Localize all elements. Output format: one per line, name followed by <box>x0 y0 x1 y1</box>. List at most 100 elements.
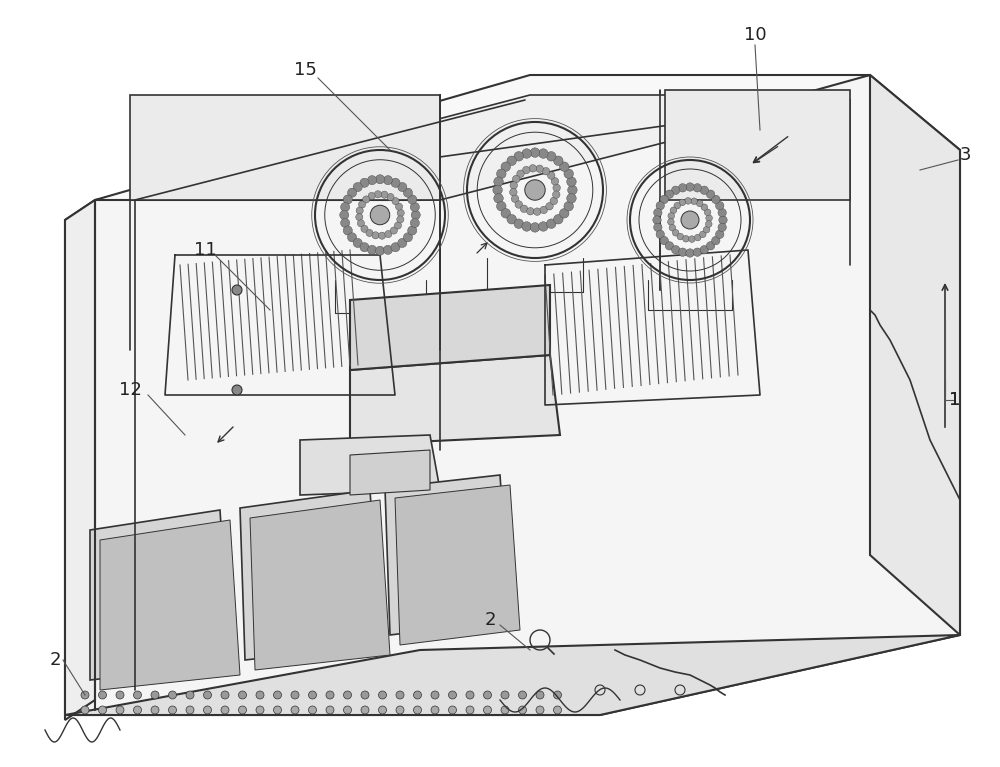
Circle shape <box>718 223 726 232</box>
Circle shape <box>517 170 524 177</box>
Circle shape <box>515 201 523 208</box>
Circle shape <box>542 167 550 175</box>
Circle shape <box>685 198 691 204</box>
Circle shape <box>686 249 694 257</box>
Circle shape <box>704 209 711 216</box>
Circle shape <box>396 691 404 699</box>
Circle shape <box>239 706 246 714</box>
Circle shape <box>383 245 393 255</box>
Circle shape <box>353 183 362 192</box>
Circle shape <box>341 202 350 212</box>
Circle shape <box>507 156 516 166</box>
Circle shape <box>356 207 363 214</box>
Circle shape <box>554 215 563 224</box>
Circle shape <box>522 149 531 158</box>
Polygon shape <box>350 355 560 445</box>
Circle shape <box>368 193 375 199</box>
Circle shape <box>372 232 379 239</box>
Text: 10: 10 <box>744 26 766 44</box>
Circle shape <box>116 691 124 699</box>
Circle shape <box>529 165 537 172</box>
Circle shape <box>375 246 385 255</box>
Circle shape <box>448 691 456 699</box>
Circle shape <box>396 706 404 714</box>
Polygon shape <box>350 285 550 370</box>
Circle shape <box>204 691 212 699</box>
Circle shape <box>501 706 509 714</box>
Circle shape <box>696 200 703 207</box>
Circle shape <box>679 199 686 206</box>
Text: 2: 2 <box>484 611 496 629</box>
Circle shape <box>672 229 679 236</box>
Circle shape <box>551 177 559 185</box>
Polygon shape <box>65 200 95 720</box>
Circle shape <box>326 706 334 714</box>
Circle shape <box>568 186 577 195</box>
Circle shape <box>554 156 563 166</box>
Circle shape <box>719 216 727 224</box>
Circle shape <box>699 231 706 238</box>
Circle shape <box>466 706 474 714</box>
Circle shape <box>357 220 365 227</box>
Circle shape <box>168 706 176 714</box>
Circle shape <box>344 706 352 714</box>
Circle shape <box>408 226 417 235</box>
Circle shape <box>511 195 519 202</box>
Circle shape <box>523 166 530 174</box>
Circle shape <box>308 706 316 714</box>
Circle shape <box>678 248 687 256</box>
Text: 2: 2 <box>49 651 61 669</box>
Circle shape <box>494 193 503 203</box>
Circle shape <box>671 186 680 195</box>
Circle shape <box>547 172 555 179</box>
Circle shape <box>448 706 456 714</box>
Circle shape <box>347 188 357 197</box>
Circle shape <box>527 208 534 215</box>
Polygon shape <box>385 475 510 635</box>
Polygon shape <box>395 485 520 645</box>
Circle shape <box>232 285 242 295</box>
Circle shape <box>484 706 492 714</box>
Circle shape <box>343 226 352 235</box>
Circle shape <box>501 691 509 699</box>
Circle shape <box>691 198 697 205</box>
Circle shape <box>510 189 517 196</box>
Circle shape <box>520 205 528 212</box>
Circle shape <box>660 196 668 203</box>
Circle shape <box>151 691 159 699</box>
Circle shape <box>497 202 506 211</box>
Circle shape <box>375 175 385 184</box>
Circle shape <box>705 221 712 227</box>
Circle shape <box>533 208 541 216</box>
Circle shape <box>414 706 422 714</box>
Circle shape <box>716 202 724 210</box>
Circle shape <box>431 691 439 699</box>
Circle shape <box>410 219 419 228</box>
Circle shape <box>522 222 531 231</box>
Circle shape <box>232 385 242 395</box>
Circle shape <box>678 183 687 192</box>
Circle shape <box>694 234 701 241</box>
Circle shape <box>670 207 677 214</box>
Circle shape <box>518 691 526 699</box>
Circle shape <box>514 152 524 161</box>
Circle shape <box>546 202 553 210</box>
Circle shape <box>654 209 662 217</box>
Circle shape <box>239 691 246 699</box>
Circle shape <box>554 706 562 714</box>
Circle shape <box>553 184 560 192</box>
Circle shape <box>361 691 369 699</box>
Circle shape <box>391 242 400 252</box>
Circle shape <box>116 706 124 714</box>
Circle shape <box>559 209 569 218</box>
Circle shape <box>665 190 674 199</box>
Circle shape <box>186 691 194 699</box>
Circle shape <box>665 242 674 250</box>
Text: 3: 3 <box>959 146 971 164</box>
Circle shape <box>530 148 540 157</box>
Circle shape <box>81 706 89 714</box>
Circle shape <box>374 191 381 198</box>
Circle shape <box>381 191 388 198</box>
Circle shape <box>706 242 715 250</box>
Circle shape <box>701 204 708 210</box>
